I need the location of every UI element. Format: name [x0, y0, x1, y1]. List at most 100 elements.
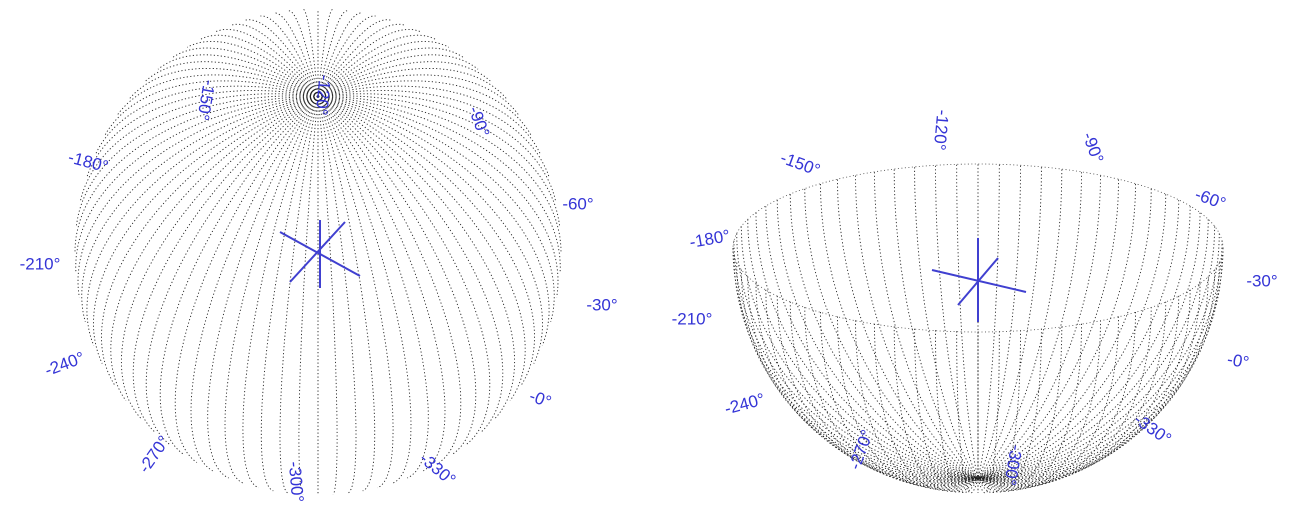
sphere-panel: -150° -120°-90°-60°-30°-0°-330°-300°-270°…: [20, 8, 618, 503]
meridian: [317, 96, 526, 401]
meridian: [977, 240, 1223, 479]
meridian: [317, 96, 376, 492]
meridian: [977, 194, 1167, 479]
meridian: [317, 96, 555, 323]
angle-label: -90°: [465, 104, 494, 140]
angle-label: -210°: [672, 309, 713, 328]
meridian: [288, 10, 319, 97]
meridian: [317, 85, 541, 154]
meridian: [104, 80, 319, 137]
angle-label: -180°: [688, 226, 732, 252]
meridian: [159, 96, 319, 456]
meridian: [317, 80, 532, 137]
meridian: [317, 67, 508, 100]
meridian: [172, 47, 319, 97]
meridian: [732, 248, 978, 479]
meridian: [977, 269, 1216, 480]
meridian: [977, 184, 1136, 479]
meridian: [317, 23, 406, 97]
meridian: [120, 96, 319, 420]
meridian: [977, 262, 1220, 480]
meridian: [145, 96, 319, 445]
meridian: [317, 96, 429, 479]
angle-label: -120°: [312, 74, 334, 116]
meridian: [977, 188, 1152, 479]
meridian: [317, 96, 504, 433]
meridian: [317, 34, 437, 97]
meridian: [317, 96, 412, 484]
angle-label: -210°: [20, 254, 61, 273]
meridian: [317, 47, 464, 97]
angle-label: -300°: [285, 461, 307, 503]
meridian: [74, 96, 319, 253]
meridian: [740, 226, 979, 479]
rim: [732, 163, 1224, 333]
angle-label: -30°: [1246, 271, 1277, 290]
meridian: [79, 93, 319, 202]
meridian: [765, 289, 979, 483]
meridian: [95, 85, 319, 154]
meridian: [820, 312, 979, 488]
meridian: [317, 12, 362, 97]
meridian: [144, 61, 319, 97]
meridian: [977, 289, 1191, 483]
meridian: [977, 326, 1063, 492]
meridian: [776, 295, 979, 484]
meridian: [317, 95, 561, 227]
angle-label: -330°: [1130, 410, 1174, 449]
meridian: [977, 226, 1216, 479]
meridian: [977, 167, 1042, 479]
meridian: [93, 96, 319, 364]
meridian: [86, 96, 319, 346]
meridian: [317, 40, 450, 97]
meridian: [317, 96, 535, 386]
angle-label: -0°: [1226, 350, 1251, 373]
meridian: [132, 96, 319, 433]
meridian: [157, 54, 319, 97]
meridian: [956, 164, 979, 479]
meridian: [956, 331, 979, 494]
bowl-panel: -150°-120° -90°-60°-30°-0°-330°-300°-270°…: [672, 109, 1278, 494]
meridian: [837, 316, 979, 489]
meridian: [303, 8, 319, 97]
meridian: [317, 96, 462, 463]
meridian: [789, 194, 979, 479]
meridian: [230, 23, 319, 97]
meridian: [914, 167, 979, 479]
angle-label: -90°: [1079, 130, 1108, 166]
meridian: [736, 233, 979, 479]
angle-label: -150°: [193, 78, 219, 122]
angle-label: -240°: [42, 348, 87, 380]
meridian: [207, 96, 319, 479]
meridian: [224, 96, 319, 484]
meridian: [747, 219, 979, 479]
meridian: [317, 96, 543, 364]
meridian: [977, 295, 1180, 484]
meridian: [317, 96, 357, 494]
meridian: [317, 90, 550, 178]
meridian: [733, 255, 979, 479]
meridian: [977, 328, 1042, 493]
meridian: [317, 61, 492, 97]
meridian: [977, 330, 1021, 494]
angle-label: -120°: [930, 109, 952, 151]
meridian: [317, 54, 479, 97]
angle-label: -270°: [135, 432, 174, 476]
meridian: [804, 307, 979, 487]
meridian: [260, 96, 319, 492]
meridian: [977, 164, 1000, 479]
meridian: [977, 301, 1167, 485]
crosshair: [279, 220, 361, 288]
meridian: [820, 184, 979, 479]
meridian: [977, 172, 1082, 479]
meridian: [317, 96, 561, 273]
meridian: [935, 165, 979, 479]
meridian: [128, 67, 319, 100]
meridian: [81, 96, 319, 323]
meridian: [110, 96, 319, 401]
angle-label: -150°: [778, 148, 823, 180]
meridian: [317, 96, 562, 253]
meridian: [736, 262, 979, 480]
meridian: [86, 90, 319, 178]
